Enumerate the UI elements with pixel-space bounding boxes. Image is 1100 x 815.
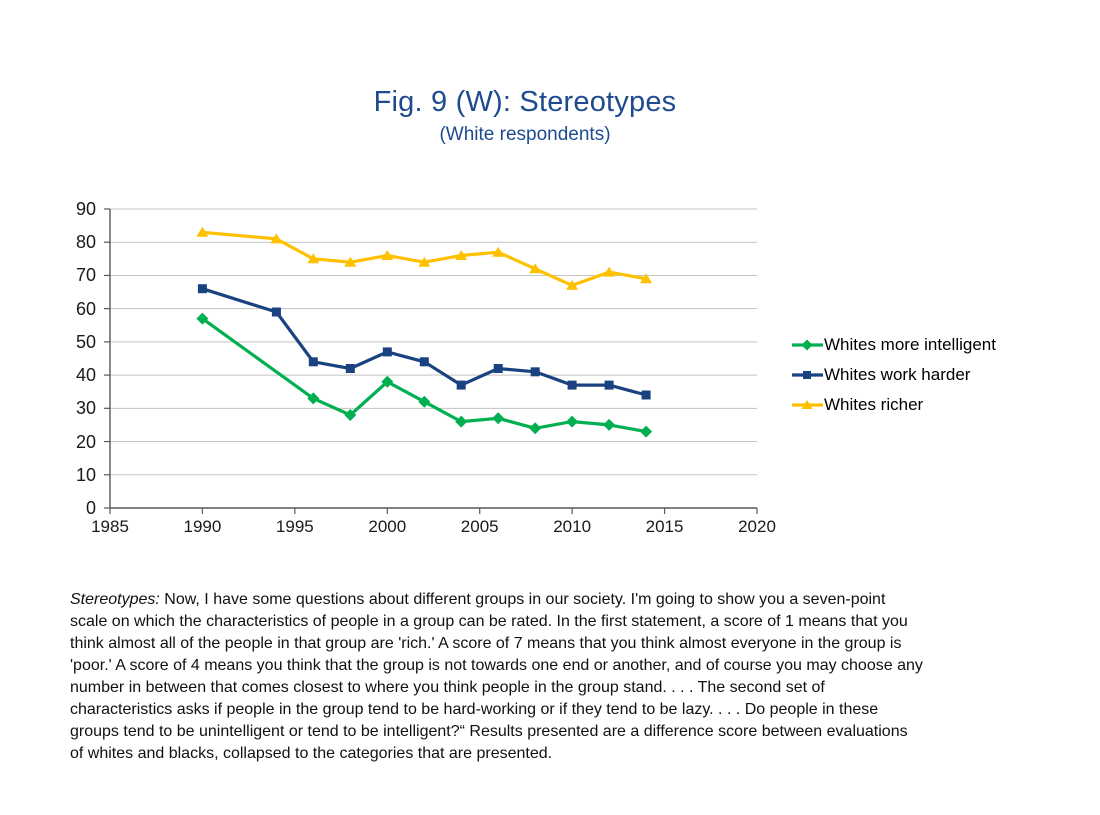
axes [109,209,757,509]
plot-area [104,208,758,514]
legend-item-whites-richer: Whites richer [792,390,996,420]
gridlines [110,208,757,476]
footnote: Stereotypes: Now, I have some questions … [70,589,1070,765]
y-tick-label: 50 [75,331,96,352]
figure-title: Fig. 9 (W): Stereotypes [373,86,677,118]
x-tick-label: 1995 [275,517,314,536]
series-line [196,226,653,290]
legend-label: Whites richer [824,395,924,414]
x-tick-label: 2005 [460,517,499,536]
x-tick-label: 2020 [738,517,776,536]
y-tick-label: 0 [85,498,96,518]
series-line [196,312,653,438]
legend-item-whites-work-harder: Whites work harder [792,360,996,390]
x-tick-label: 2010 [553,517,592,536]
axis-ticks [104,208,758,514]
y-tick-label: 40 [75,365,96,386]
legend-item-whites-more-intelligent: Whites more intelligent [792,330,996,360]
series-line [197,284,651,400]
legend-label: Whites work harder [824,365,971,384]
chart: 0 10 20 30 40 50 60 70 80 90 1985 1990 1995 2000 2005… [75,199,996,536]
y-tick-label: 20 [75,431,96,452]
y-tick-label: 10 [75,464,96,485]
triangle-marker-icon [792,400,823,409]
figure-subtitle: (White respondents) [439,124,611,145]
x-tick-label: 1985 [91,517,129,536]
square-marker-icon [792,371,823,379]
y-tick-label: 60 [75,298,96,319]
legend-label: Whites more intelligent [824,335,996,354]
legend: Whites more intelligent Whites work hard… [792,330,996,420]
y-tick-label: 80 [75,232,96,253]
y-tick-label: 90 [75,199,96,219]
x-tick-label: 2015 [645,517,684,536]
y-tick-label: 70 [75,265,96,286]
footnote-body: Now, I have some questions about differe… [70,591,923,762]
diamond-marker-icon [792,339,823,351]
x-tick-label: 2000 [368,517,407,536]
footnote-lead: Stereotypes: [70,591,160,608]
x-tick-label: 1990 [183,517,222,536]
title-block: Fig. 9 (W): Stereotypes (White responden… [0,86,1050,146]
y-tick-label: 30 [75,398,96,419]
